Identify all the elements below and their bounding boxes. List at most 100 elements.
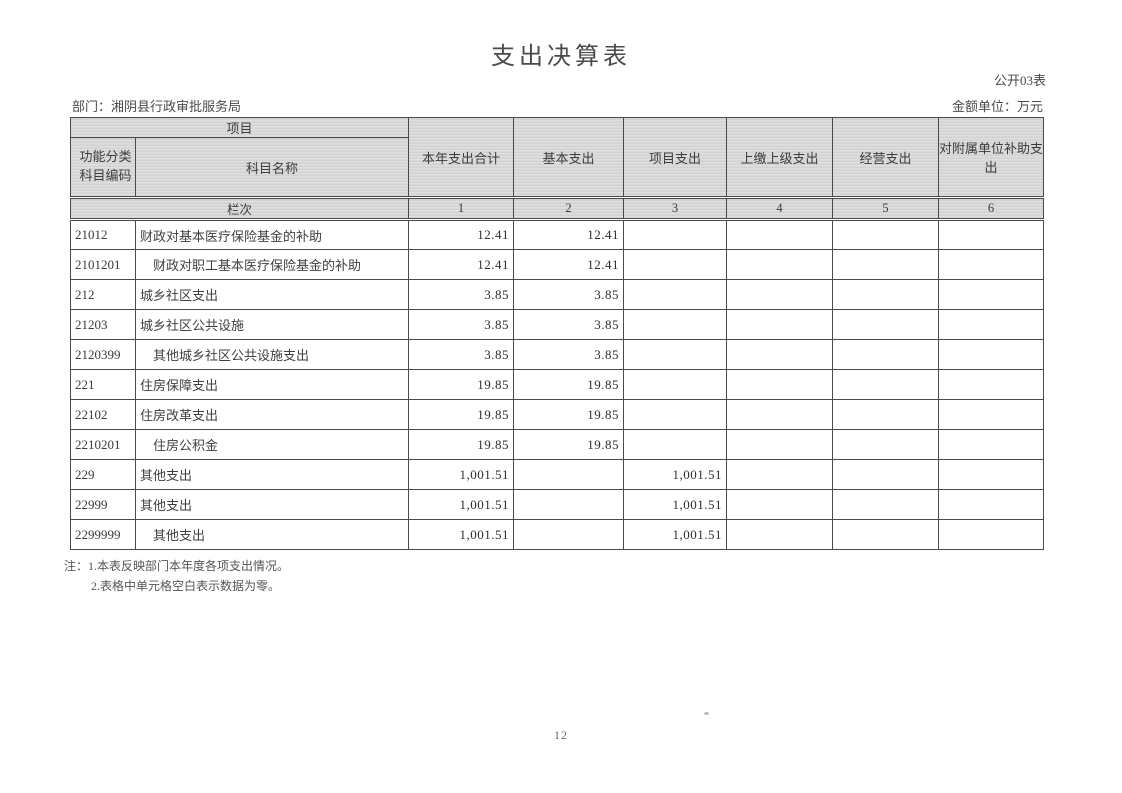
cell-upper (726, 279, 834, 310)
header-col-basic: 基本支出 (513, 117, 625, 198)
header-row-project: 项目 本年支出合计 基本支出 项目支出 上缴上级支出 经营支出 对附属单位补助支… (69, 117, 1045, 198)
cell-operating (832, 369, 940, 400)
cell-basic: 3.85 (513, 309, 625, 340)
cell-code: 229 (70, 459, 136, 490)
cell-subsidy (938, 399, 1045, 430)
header-row-lanci: 栏次 1 2 3 4 5 6 (69, 196, 1045, 221)
table-row: 2120399 其他城乡社区公共设施支出 3.85 3.85 (70, 339, 1045, 370)
cell-name: 财政对职工基本医疗保险基金的补助 (134, 249, 410, 280)
form-code-label: 公开03表 (993, 73, 1046, 88)
lanci-col-2: 2 (513, 196, 625, 221)
header-col-upper: 上缴上级支出 (726, 117, 834, 198)
cell-basic: 3.85 (513, 279, 625, 310)
cell-subsidy (938, 339, 1045, 370)
cell-code: 21012 (70, 219, 136, 250)
lanci-label: 栏次 (69, 196, 410, 221)
lanci-col-1: 1 (408, 196, 515, 221)
table-row: 21203 城乡社区公共设施 3.85 3.85 (70, 309, 1045, 340)
cell-basic: 19.85 (513, 369, 625, 400)
cell-operating (832, 459, 940, 490)
cell-upper (726, 399, 834, 430)
header-row-subject: 功能分类 科目编码 科目名称 (70, 137, 1044, 198)
cell-project (623, 429, 728, 460)
cell-project (623, 249, 728, 280)
cell-upper (726, 249, 834, 280)
cell-subsidy (938, 279, 1045, 310)
header-code-line2: 科目编码 (79, 168, 132, 183)
cell-basic (513, 519, 625, 550)
cell-upper (726, 339, 834, 370)
cell-basic: 19.85 (513, 399, 625, 430)
cell-code: 2299999 (70, 519, 136, 550)
cell-project (623, 279, 728, 310)
cell-name: 其他城乡社区公共设施支出 (134, 339, 410, 370)
header-subject-name: 科目名称 (134, 137, 410, 198)
cell-operating (832, 249, 940, 280)
cell-subsidy (938, 309, 1045, 340)
cell-project (623, 219, 728, 250)
cell-project: 1,001.51 (623, 459, 728, 490)
cell-project (623, 399, 728, 430)
cell-basic: 3.85 (513, 339, 625, 370)
cell-total: 19.85 (408, 399, 515, 430)
table-row: 212 城乡社区支出 3.85 3.85 (70, 279, 1045, 310)
lanci-col-6: 6 (938, 196, 1045, 221)
cell-total: 3.85 (408, 339, 515, 370)
cell-code: 221 (70, 369, 136, 400)
department-label: 部门：湘阴县行政审批服务局 (72, 99, 242, 114)
header-col-subsidy: 对附属单位补助支出 (938, 117, 1045, 198)
lanci-col-4: 4 (726, 196, 834, 221)
cell-basic (513, 459, 625, 490)
cell-operating (832, 219, 940, 250)
cell-total: 19.85 (408, 369, 515, 400)
cell-operating (832, 489, 940, 520)
cell-basic: 19.85 (513, 429, 625, 460)
cell-name: 财政对基本医疗保险基金的补助 (134, 219, 410, 250)
unit-label: 金额单位：万元 (951, 99, 1043, 114)
cell-subsidy (938, 429, 1045, 460)
page-number: 12 (554, 728, 568, 742)
cell-name: 城乡社区支出 (134, 279, 410, 310)
cell-project (623, 369, 728, 400)
cell-subsidy (938, 369, 1045, 400)
cell-name: 城乡社区公共设施 (134, 309, 410, 340)
cell-basic: 12.41 (513, 219, 625, 250)
cell-subsidy (938, 489, 1045, 520)
cell-name: 住房改革支出 (134, 399, 410, 430)
table-row: 2101201 财政对职工基本医疗保险基金的补助 12.41 12.41 (70, 249, 1045, 280)
header-col-project: 项目支出 (623, 117, 728, 198)
header-code-line1: 功能分类 (79, 149, 132, 165)
cell-subsidy (938, 459, 1045, 490)
cell-code: 22999 (70, 489, 136, 520)
table-row: 2210201 住房公积金 19.85 19.85 (70, 429, 1045, 460)
cell-operating (832, 519, 940, 550)
cell-basic: 12.41 (513, 249, 625, 280)
cell-code: 22102 (70, 399, 136, 430)
footnotes: 注：1.本表反映部门本年度各项支出情况。 2.表格中单元格空白表示数据为零。 (64, 556, 289, 597)
header-col-operating: 经营支出 (832, 117, 940, 198)
cell-basic (513, 489, 625, 520)
cell-code: 212 (70, 279, 136, 310)
cell-project (623, 339, 728, 370)
cell-name: 其他支出 (134, 519, 410, 550)
cell-total: 12.41 (408, 219, 515, 250)
cell-operating (832, 279, 940, 310)
cell-upper (726, 429, 834, 460)
cell-total: 1,001.51 (408, 489, 515, 520)
cell-project (623, 309, 728, 340)
cell-upper (726, 519, 834, 550)
cell-upper (726, 309, 834, 340)
cell-upper (726, 369, 834, 400)
lanci-col-3: 3 (623, 196, 728, 221)
footnote-1: 注：1.本表反映部门本年度各项支出情况。 (64, 559, 290, 573)
cell-operating (832, 309, 940, 340)
cell-operating (832, 429, 940, 460)
cell-name: 住房保障支出 (134, 369, 410, 400)
table-row: 229 其他支出 1,001.51 1,001.51 (70, 459, 1045, 490)
cell-total: 1,001.51 (408, 519, 515, 550)
cell-total: 12.41 (408, 249, 515, 280)
cell-code: 2210201 (70, 429, 136, 460)
cell-subsidy (938, 519, 1045, 550)
table-row: 22102 住房改革支出 19.85 19.85 (70, 399, 1045, 430)
cell-total: 1,001.51 (408, 459, 515, 490)
